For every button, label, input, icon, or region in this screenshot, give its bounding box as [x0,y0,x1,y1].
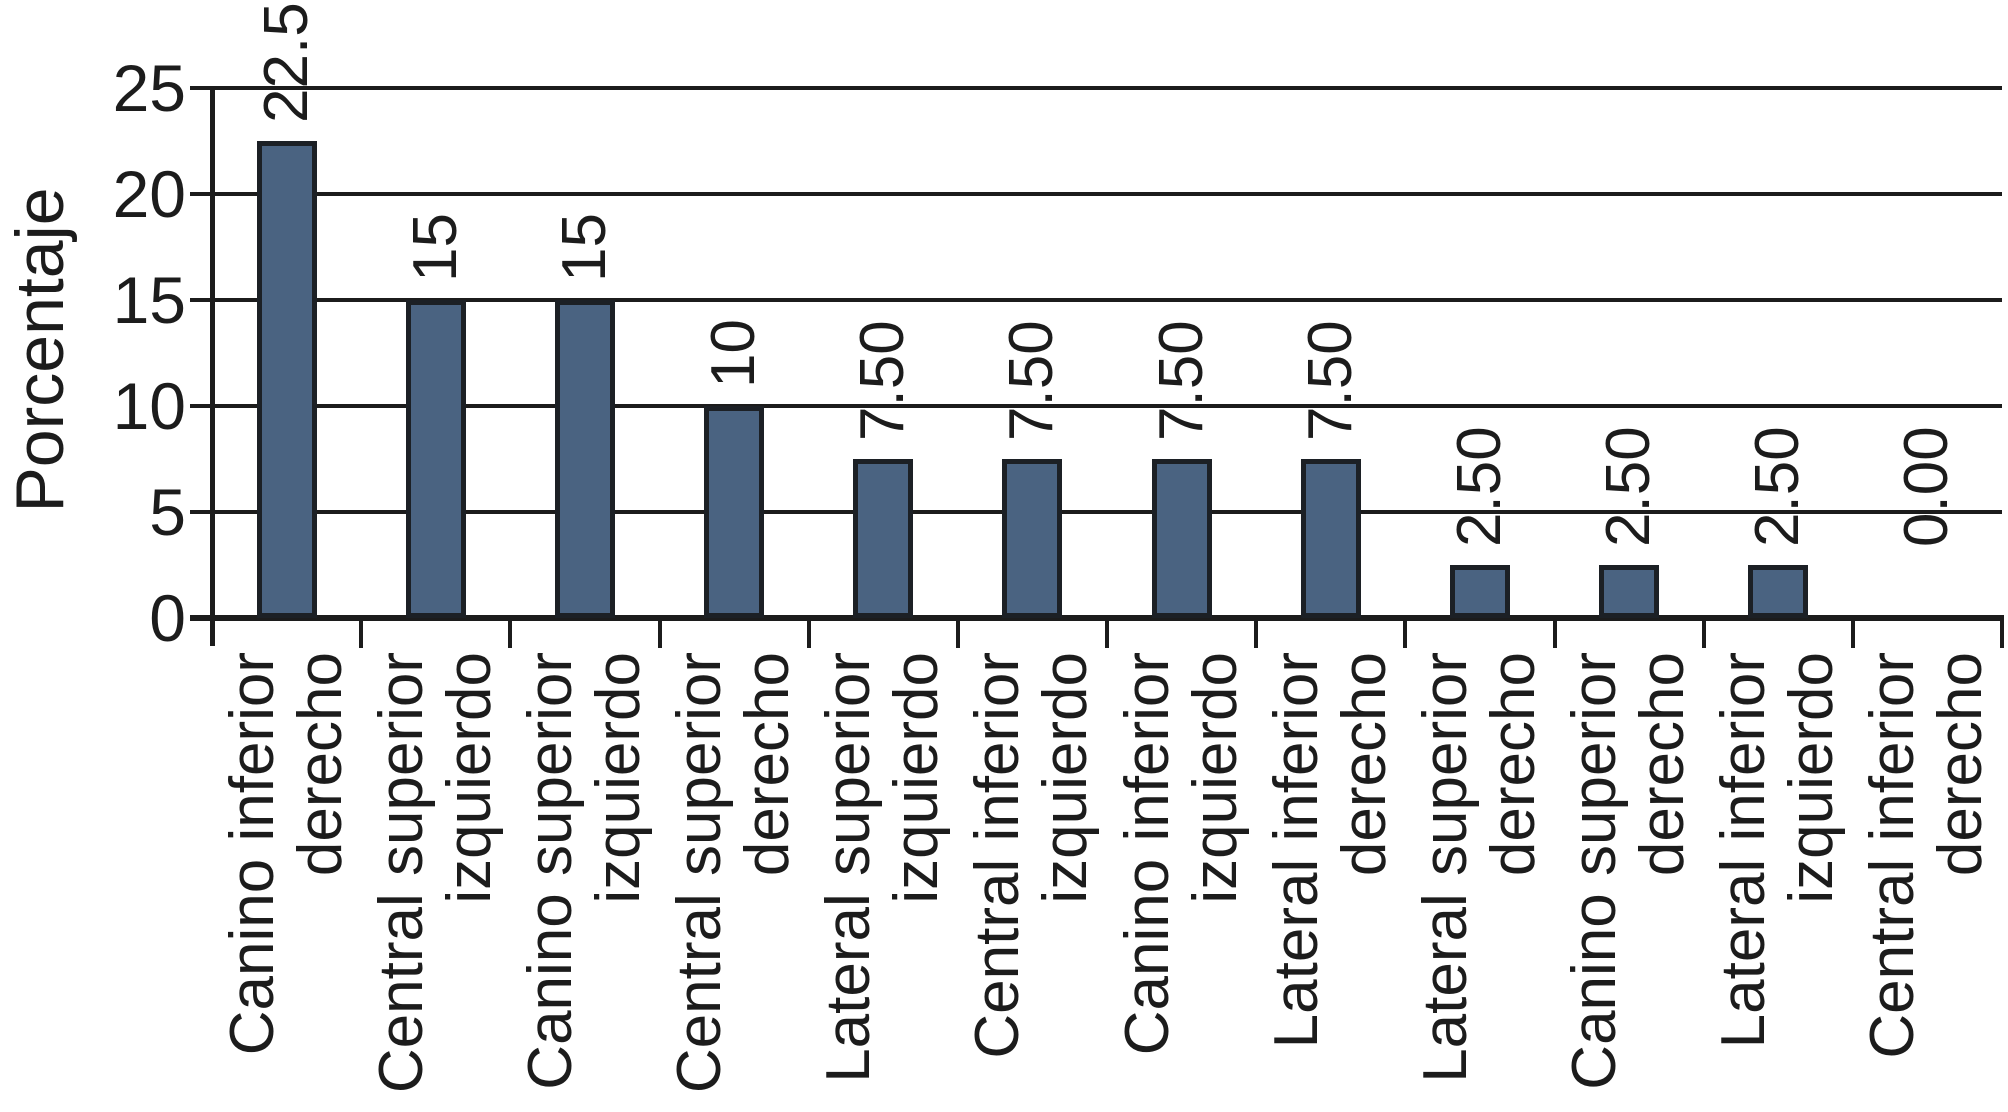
bar [405,300,466,618]
y-tick-label: 0 [149,581,186,655]
bar [1151,459,1212,618]
category-tick [955,618,960,648]
category-label: Canino superior derecho [1560,652,1698,1112]
y-tick-label: 25 [112,51,186,125]
bar [704,406,765,618]
bar [853,459,914,618]
bar-value-label: 22.5 [251,2,321,123]
category-tick [1403,618,1408,648]
category-label-line: Lateral inferior [1261,652,1331,1049]
category-label-line: derecho [1329,652,1399,877]
category-label: Lateral superior izquierdo [814,652,952,1112]
bar-value-label: 7.50 [848,320,918,441]
category-label-line: Canino inferior [217,652,287,1056]
gridline [190,192,2002,196]
category-tick [806,618,811,648]
category-label-line: Central inferior [963,652,1033,1059]
bar [1599,565,1660,618]
category-tick [1701,618,1706,648]
category-label-line: Canino superior [515,652,585,1090]
bar-value-label: 15 [400,213,470,282]
category-label-line: izquierdo [434,652,504,904]
gridline [190,510,2002,514]
category-label-line: derecho [1926,652,1996,877]
category-label-line: derecho [733,652,803,877]
bar-value-label: 7.50 [1295,320,1365,441]
bar-value-label: 15 [549,213,619,282]
category-label: Canino inferior derecho [217,652,355,1112]
category-label: Canino superior izquierdo [515,652,653,1112]
category-label-line: Central inferior [1858,652,1928,1059]
y-tick-label: 10 [112,369,186,443]
bar-value-label: 0.00 [1892,426,1962,547]
y-tick-label: 20 [112,157,186,231]
category-label-line: izquierdo [882,652,952,904]
gridline [190,404,2002,408]
category-label-line: Lateral superior [814,652,884,1083]
category-label-line: izquierdo [1031,652,1101,904]
category-tick [1105,618,1109,648]
category-label-line: derecho [1628,652,1698,877]
category-label-line: Central superior [366,652,436,1094]
category-tick [1552,618,1557,648]
y-axis-line [210,86,215,646]
gridline [190,86,2002,90]
bar [1300,459,1361,618]
category-label-line: Canino inferior [1112,652,1182,1056]
bar-value-label: 2.50 [1743,426,1813,547]
category-tick [359,618,364,648]
category-label-line: Canino superior [1560,652,1630,1090]
category-label: Lateral inferior izquierdo [1709,652,1847,1112]
category-label-line: derecho [1478,652,1548,877]
bar [1449,565,1510,618]
category-label: Central inferior izquierdo [963,652,1101,1112]
category-tick [657,618,662,648]
bar-value-label: 7.50 [997,320,1067,441]
category-label-line: derecho [285,652,355,877]
bar-value-label: 10 [699,319,769,388]
category-label: Lateral superior derecho [1410,652,1548,1112]
bar-value-label: 7.50 [1146,320,1216,441]
bar [1748,565,1809,618]
category-label-line: Central superior [665,652,735,1094]
gridline [190,298,2002,302]
category-tick [508,618,513,648]
y-tick-label: 5 [149,475,186,549]
category-tick [1850,618,1855,648]
category-tick [1254,618,1259,648]
category-label-line: izquierdo [1180,652,1250,904]
category-label: Lateral inferior derecho [1261,652,1399,1112]
bar [1002,459,1063,618]
category-label-line: izquierdo [1777,652,1847,904]
category-label: Canino inferior izquierdo [1112,652,1250,1112]
bar-value-label: 2.50 [1444,426,1514,547]
category-label: Central inferior derecho [1858,652,1996,1112]
category-label-line: Lateral inferior [1709,652,1779,1049]
category-tick [2000,618,2004,648]
bar [554,300,615,618]
bar-value-label: 2.50 [1594,426,1664,547]
category-label: Central superior derecho [665,652,803,1112]
y-axis-title: Porcentaje [2,187,78,513]
category-label-line: izquierdo [583,652,653,904]
category-label: Central superior izquierdo [366,652,504,1112]
x-axis-line [190,615,2004,621]
category-label-line: Lateral superior [1410,652,1480,1083]
bar [256,141,317,618]
y-tick-label: 15 [112,263,186,337]
